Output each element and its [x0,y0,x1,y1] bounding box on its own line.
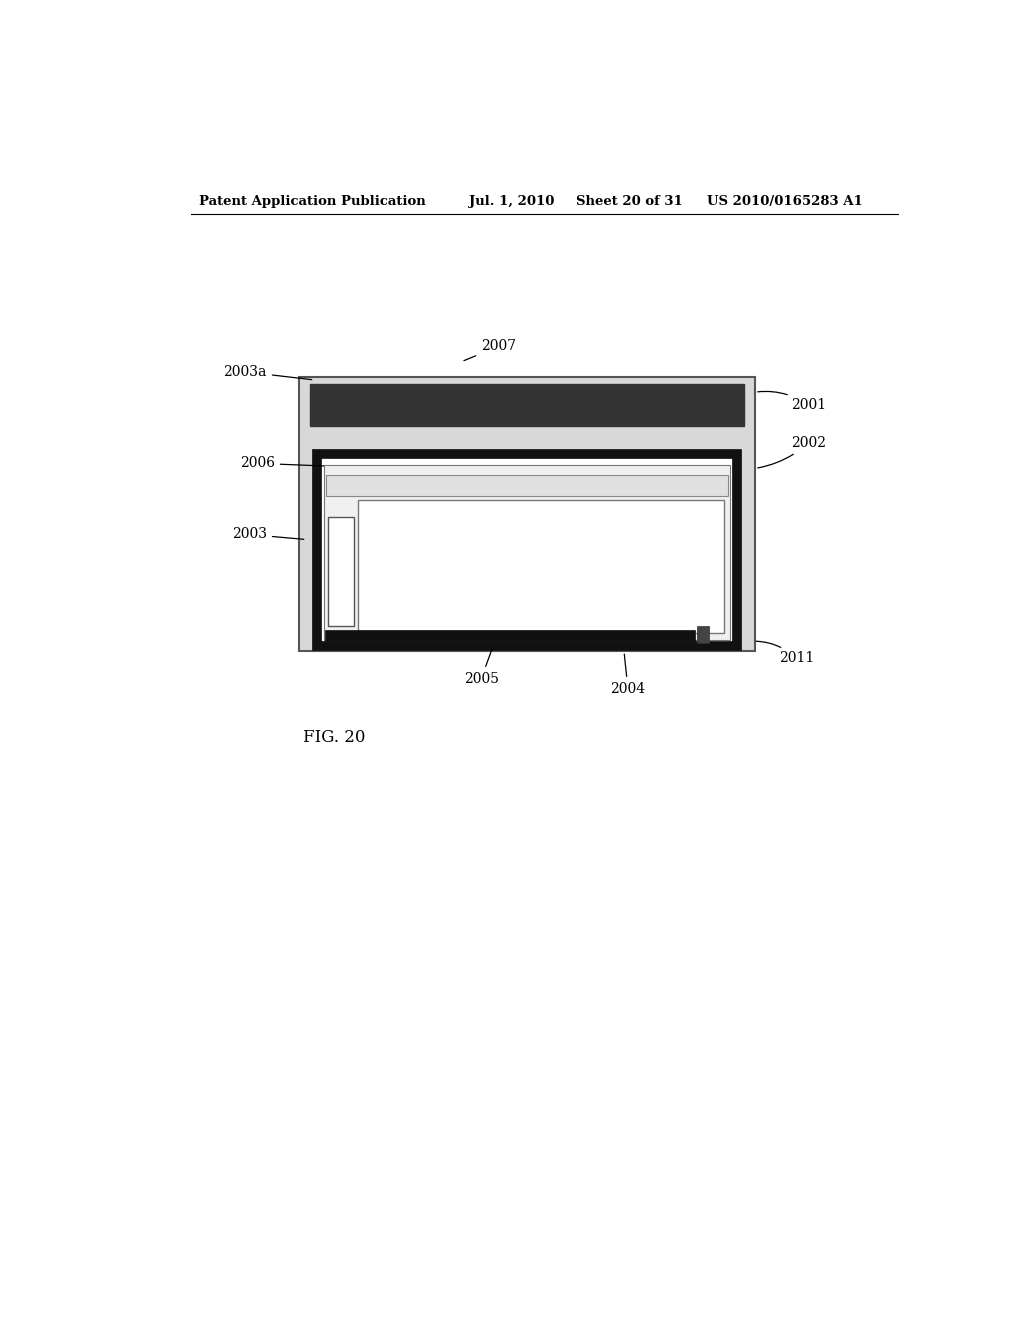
Text: Patent Application Publication: Patent Application Publication [200,194,426,207]
Text: 2011: 2011 [756,642,814,665]
Text: 2001: 2001 [758,392,825,412]
Text: Sheet 20 of 31: Sheet 20 of 31 [577,194,683,207]
Bar [310,384,743,426]
Text: 2003a: 2003a [223,364,311,380]
Text: US 2010/0165283 A1: US 2010/0165283 A1 [708,194,863,207]
Bar [326,631,694,642]
Bar [299,378,755,651]
Bar [696,626,709,643]
Text: 2003: 2003 [231,528,304,541]
Text: 2004: 2004 [610,655,645,696]
Text: 2005: 2005 [464,649,499,686]
Text: 2002: 2002 [758,436,825,469]
Bar [358,500,724,634]
Bar [316,454,736,645]
Text: 2007: 2007 [464,339,516,360]
Text: 2006: 2006 [240,457,332,470]
Bar [328,517,354,626]
Text: Jul. 1, 2010: Jul. 1, 2010 [469,194,555,207]
Bar [324,465,730,640]
Bar [326,475,728,496]
Text: FIG. 20: FIG. 20 [303,729,366,746]
